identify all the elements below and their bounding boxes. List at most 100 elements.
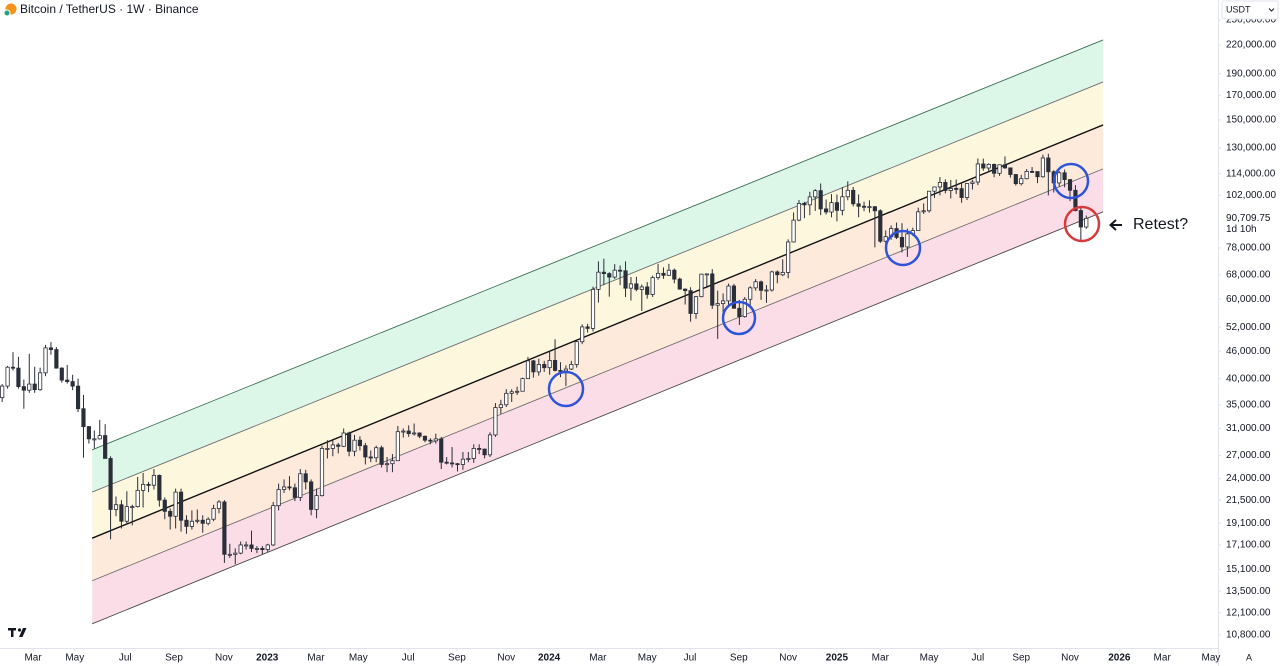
candle-body (580, 326, 585, 343)
x-tick-label: Jul (119, 653, 132, 664)
candle-body (916, 211, 921, 232)
candle-body (287, 486, 292, 489)
candle-body (1008, 167, 1013, 175)
y-tick-label: 170,000.00 (1226, 90, 1276, 101)
candle-body (504, 392, 509, 406)
candle-body (710, 273, 715, 306)
candle-body (195, 519, 200, 522)
x-tick-label: 2026 (1108, 653, 1131, 664)
candle-body (363, 445, 368, 458)
candle-body (867, 206, 872, 209)
candle-body (59, 367, 64, 381)
y-tick-label: 27,000.00 (1226, 450, 1271, 461)
candle-body (612, 269, 617, 278)
candle-body (406, 430, 411, 435)
candle-body (970, 181, 975, 184)
candle-body (460, 458, 465, 465)
candle-body (184, 519, 189, 527)
candle-body (1067, 179, 1073, 191)
candle-body (108, 458, 113, 510)
candle-body (834, 202, 840, 211)
candle-body (829, 202, 834, 213)
candle-body (65, 379, 70, 382)
time-axis: Mar May Jul Sep Nov 2023 Mar May Jul Sep Nov 2024 Ma… (24, 648, 1220, 664)
candle-body (515, 390, 520, 393)
highlight-circle (547, 370, 585, 408)
candle-body (151, 474, 157, 486)
candle-body (704, 273, 709, 276)
candle-body (726, 285, 731, 302)
currency-button[interactable] (1221, 0, 1279, 20)
candle-body (130, 506, 135, 509)
candle-body (330, 444, 335, 449)
candle-body (780, 272, 785, 276)
x-tick-label: Nov (779, 653, 797, 664)
y-tick-label: 250,000.00 (1226, 15, 1276, 26)
candle-body (1013, 174, 1018, 185)
candle-body (21, 386, 26, 391)
candle-body (677, 278, 682, 290)
candle-body (271, 505, 276, 546)
x-tick-label: Nov (497, 653, 515, 664)
candle-body (981, 163, 986, 169)
y-tick-label: 130,000.00 (1226, 143, 1276, 154)
candle-body (5, 366, 10, 387)
candle-body (639, 286, 644, 290)
candle-body (32, 383, 37, 391)
candle-body (948, 188, 953, 191)
candle-body (731, 285, 737, 309)
x-tick-label: Sep (1012, 653, 1030, 664)
candle-body (422, 435, 428, 441)
candle-body (482, 448, 487, 456)
candle-body (97, 435, 102, 440)
candle-body (818, 190, 823, 210)
x-tick-label: Mar (24, 653, 42, 664)
candle-body (1073, 189, 1078, 211)
candle-body (86, 426, 91, 440)
candle-body (1029, 171, 1035, 173)
candle-body (872, 206, 877, 212)
chart-title: Bitcoin / TetherUS · 1W · Binance (20, 2, 199, 16)
candle-body (341, 432, 346, 447)
x-tick-label: May (1202, 653, 1221, 664)
candle-body (775, 271, 780, 276)
candle-body (384, 463, 390, 466)
x-tick-label: 2024 (538, 653, 561, 664)
candle-body (569, 364, 574, 370)
candle-body (721, 300, 726, 304)
x-tick-label: May (920, 653, 939, 664)
x-tick-label: May (638, 653, 657, 664)
candle-body (395, 431, 400, 462)
y-tick-label: 19,100.00 (1226, 518, 1271, 529)
candle-body (986, 164, 991, 169)
candle-body (449, 462, 455, 465)
candle-body (43, 347, 48, 374)
x-tick-label: Mar (307, 653, 325, 664)
candle-body (585, 326, 590, 329)
channel-band (92, 39, 1104, 493)
x-tick-label: Sep (165, 653, 183, 664)
candle-body (10, 366, 16, 369)
candle-body (70, 381, 75, 387)
candle-body (856, 203, 861, 207)
channel-band (92, 81, 1104, 539)
candle-body (509, 391, 514, 394)
y-tick-label: 15,100.00 (1226, 564, 1271, 575)
auto-scale-button[interactable]: A (1246, 652, 1252, 662)
candle-body (374, 447, 379, 459)
candle-body (520, 378, 525, 392)
x-tick-label: Mar (872, 653, 890, 664)
y-tick-label: 114,000.00 (1226, 168, 1276, 179)
candle-body (314, 495, 319, 510)
candle-body (103, 435, 108, 459)
candle-body (1040, 157, 1045, 178)
highlight-circle (721, 300, 757, 336)
candle-body (81, 408, 86, 428)
candle-body (634, 283, 639, 290)
candle-body (157, 474, 162, 501)
candle-body (141, 483, 146, 491)
arrow (1109, 219, 1122, 231)
candle-body (254, 548, 260, 550)
candle-body (764, 289, 769, 292)
